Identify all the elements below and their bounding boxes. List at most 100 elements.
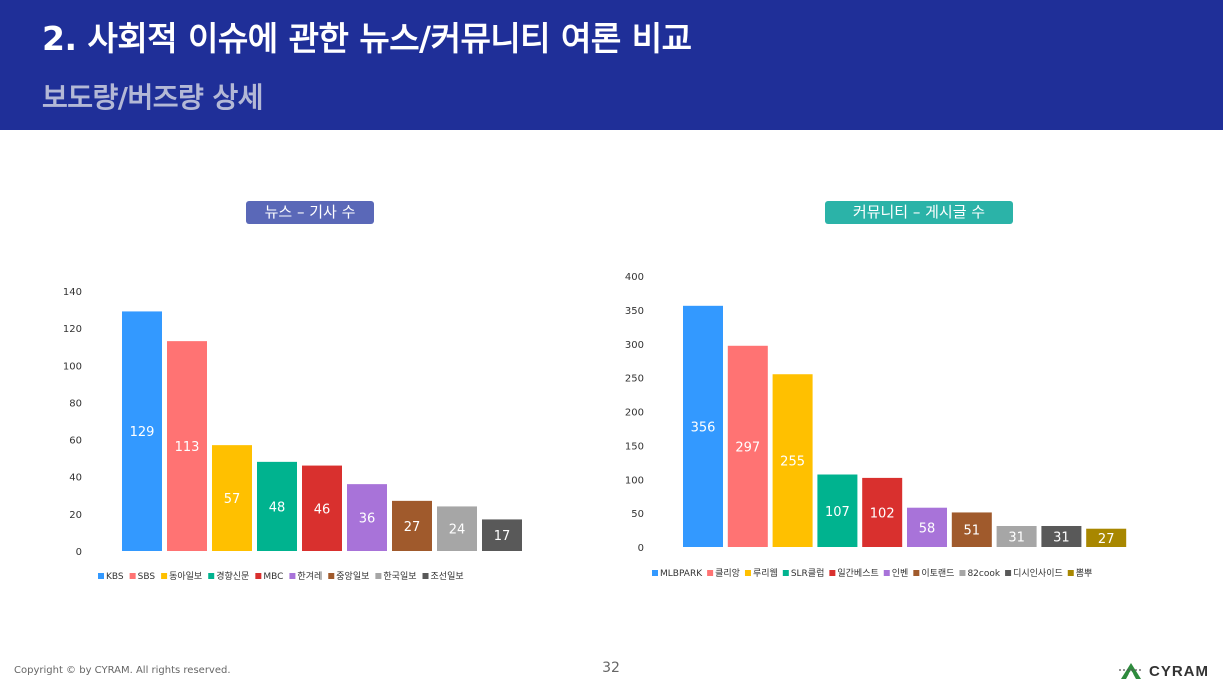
bar-value-label: 46 xyxy=(314,502,331,517)
legend-label: 동아일보 xyxy=(169,571,202,582)
bar-value-label: 107 xyxy=(825,505,850,520)
legend-swatch xyxy=(829,570,836,576)
news-chart-title: 뉴스 – 기사 수 xyxy=(246,201,374,224)
bar-value-label: 102 xyxy=(870,506,895,521)
y-tick-label: 350 xyxy=(625,306,644,317)
y-tick-label: 20 xyxy=(69,510,82,521)
bar-value-label: 31 xyxy=(1053,530,1070,545)
bar xyxy=(1086,528,1127,547)
bar xyxy=(122,311,162,551)
news-article-count-chart: 0 20 40 60 80 100 120 140 129 113 57 48 46 36 27 24 17 KB… xyxy=(63,287,522,582)
bar-value-label: 57 xyxy=(224,492,241,507)
copyright-notice: Copyright © by CYRAM. All rights reserve… xyxy=(14,665,231,676)
bar xyxy=(817,474,858,547)
legend-label: 82cook xyxy=(967,569,1000,579)
bar xyxy=(212,445,252,551)
bar-value-label: 356 xyxy=(691,420,716,435)
y-tick-label: 60 xyxy=(69,436,82,447)
brand-name: CYRAM xyxy=(1149,662,1209,680)
legend-label: 루리웹 xyxy=(753,568,778,579)
legend-swatch xyxy=(744,570,751,576)
bar xyxy=(257,461,297,551)
y-tick-label: 400 xyxy=(625,272,644,283)
bar xyxy=(482,519,522,551)
page-number: 32 xyxy=(602,660,620,676)
bar xyxy=(167,341,207,551)
legend-label: SLR클럽 xyxy=(791,568,825,579)
y-tick-label: 250 xyxy=(625,374,644,385)
bar xyxy=(772,374,813,547)
legend-label: 뽐뿌 xyxy=(1076,568,1093,579)
bar xyxy=(1041,525,1082,547)
legend-swatch xyxy=(161,573,168,579)
legend-label: SBS xyxy=(138,572,156,582)
legend-swatch xyxy=(652,570,658,576)
bar-value-label: 24 xyxy=(449,523,466,538)
y-tick-label: 0 xyxy=(76,547,82,558)
bar xyxy=(951,512,992,547)
bar-value-label: 31 xyxy=(1008,530,1025,545)
y-tick-label: 40 xyxy=(69,473,82,484)
bar-value-label: 255 xyxy=(780,455,805,470)
legend-label: 조선일보 xyxy=(431,571,464,582)
bar-value-label: 17 xyxy=(494,529,511,544)
legend-swatch xyxy=(782,570,789,576)
legend-swatch xyxy=(208,573,215,579)
legend-swatch xyxy=(129,573,136,579)
legend-swatch xyxy=(707,570,714,576)
bar-value-label: 129 xyxy=(130,425,155,440)
community-chart-title: 커뮤니티 – 게시글 수 xyxy=(825,201,1013,224)
page-subtitle: 보도량/버즈량 상세 xyxy=(42,81,264,114)
y-tick-label: 150 xyxy=(625,441,644,452)
y-tick-label: 80 xyxy=(69,398,82,409)
legend-swatch xyxy=(883,570,890,576)
y-tick-label: 100 xyxy=(625,475,644,486)
bar xyxy=(437,506,477,551)
bar-value-label: 27 xyxy=(404,520,421,535)
bar xyxy=(347,484,387,551)
cyram-logo-icon xyxy=(1119,663,1143,679)
legend-swatch xyxy=(328,573,335,579)
legend-label: MLBPARK xyxy=(660,569,703,579)
y-tick-label: 200 xyxy=(625,408,644,419)
legend-swatch xyxy=(422,573,429,579)
bar xyxy=(996,525,1037,547)
header-banner: 2. 사회적 이슈에 관한 뉴스/커뮤니티 여론 비교 보도량/버즈량 상세 xyxy=(0,0,1223,130)
legend-label: 클리앙 xyxy=(715,567,740,579)
bar-value-label: 297 xyxy=(735,440,760,455)
legend-swatch xyxy=(913,570,920,576)
y-tick-label: 50 xyxy=(631,509,644,520)
bar-value-label: 113 xyxy=(175,440,200,455)
legend-swatch xyxy=(98,573,104,579)
legend-label: 일간베스트 xyxy=(837,568,878,579)
legend-label: MBC xyxy=(263,572,283,582)
y-tick-label: 120 xyxy=(63,324,82,335)
bar xyxy=(302,465,342,551)
legend-label: 인벤 xyxy=(892,568,909,579)
page-title: 2. 사회적 이슈에 관한 뉴스/커뮤니티 여론 비교 xyxy=(42,19,692,58)
bar-value-label: 36 xyxy=(359,512,376,527)
bar-value-label: 48 xyxy=(269,500,286,515)
legend-label: 중앙일보 xyxy=(336,570,369,582)
y-tick-label: 0 xyxy=(638,543,644,554)
legend-swatch xyxy=(375,573,382,579)
brand-logo: CYRAM xyxy=(1118,660,1209,682)
legend-swatch xyxy=(1005,570,1012,576)
legend-swatch xyxy=(1067,570,1074,576)
bar-value-label: 58 xyxy=(919,521,936,536)
y-tick-label: 300 xyxy=(625,340,644,351)
legend-swatch xyxy=(289,573,296,579)
bar xyxy=(727,345,768,547)
legend-label: 디시인사이드 xyxy=(1013,568,1063,579)
legend-label: 한국일보 xyxy=(383,571,416,582)
bar xyxy=(392,500,432,551)
legend-swatch xyxy=(959,570,966,576)
legend-label: KBS xyxy=(106,572,124,582)
y-tick-label: 100 xyxy=(63,361,82,372)
y-tick-label: 140 xyxy=(63,287,82,298)
community-post-count-chart: 0 50 100 150 200 250 300 350 400 356 297 255 107 102 5… xyxy=(625,272,1127,579)
legend-label: 경향신문 xyxy=(216,570,249,582)
bar-value-label: 51 xyxy=(964,524,981,539)
bar-value-label: 27 xyxy=(1098,532,1115,547)
legend-label: 한겨레 xyxy=(297,571,322,582)
